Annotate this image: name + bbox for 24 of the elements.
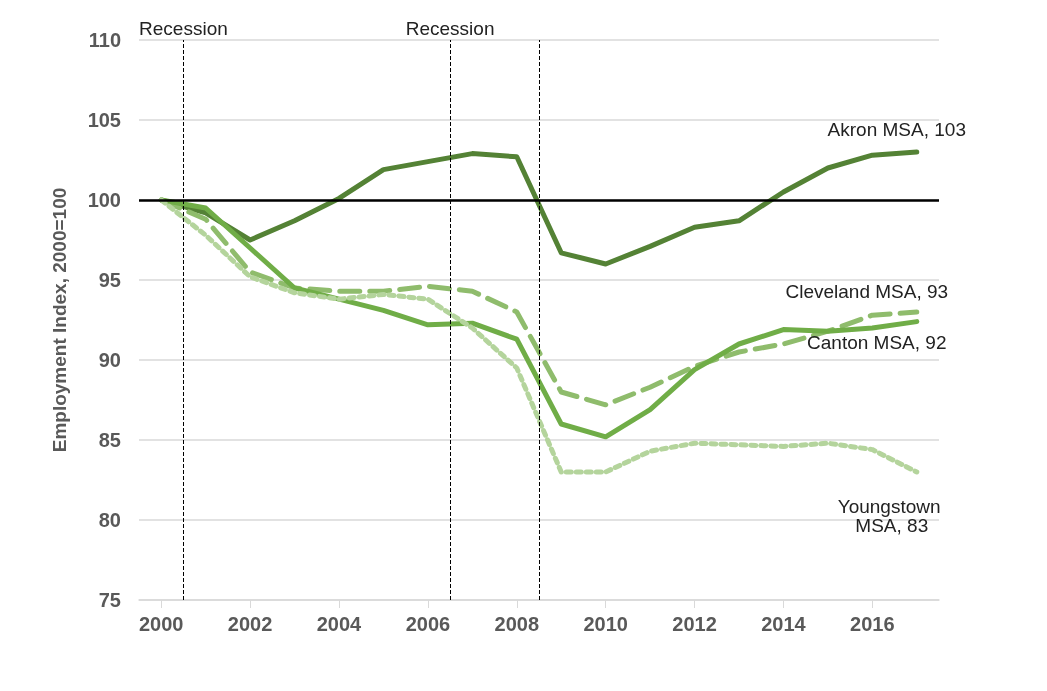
- y-axis-title: Employment Index, 2000=100: [49, 187, 70, 453]
- y-tick-label: 100: [87, 189, 121, 211]
- series-label: Canton MSA, 92: [807, 331, 947, 353]
- y-tick-label: 85: [98, 429, 121, 451]
- x-tick-label: 2016: [850, 613, 895, 635]
- y-tick-label: 80: [98, 509, 121, 531]
- ref-line-label: Recession: [139, 18, 228, 39]
- x-tick-label: 2006: [405, 613, 451, 635]
- y-tick-label: 90: [98, 349, 121, 371]
- y-tick-label: 95: [98, 269, 121, 291]
- x-tick-label: 2010: [583, 613, 628, 635]
- ref-line-label: Recession: [405, 18, 495, 39]
- series-label: Cleveland MSA, 93: [785, 281, 949, 302]
- x-tick-label: 2012: [672, 613, 717, 635]
- series-label: Youngstown MSA, 83: [837, 496, 946, 536]
- x-tick-label: 2008: [494, 613, 540, 635]
- series-label: Akron MSA, 103: [827, 119, 966, 140]
- x-tick-label: 2014: [761, 613, 807, 635]
- y-tick-label: 110: [88, 29, 121, 51]
- x-tick-label: 2004: [316, 613, 363, 635]
- y-tick-label: 75: [98, 589, 121, 611]
- y-tick-label: 105: [87, 109, 121, 131]
- x-tick-label: 2000: [138, 613, 184, 635]
- x-tick-label: 2002: [227, 613, 273, 635]
